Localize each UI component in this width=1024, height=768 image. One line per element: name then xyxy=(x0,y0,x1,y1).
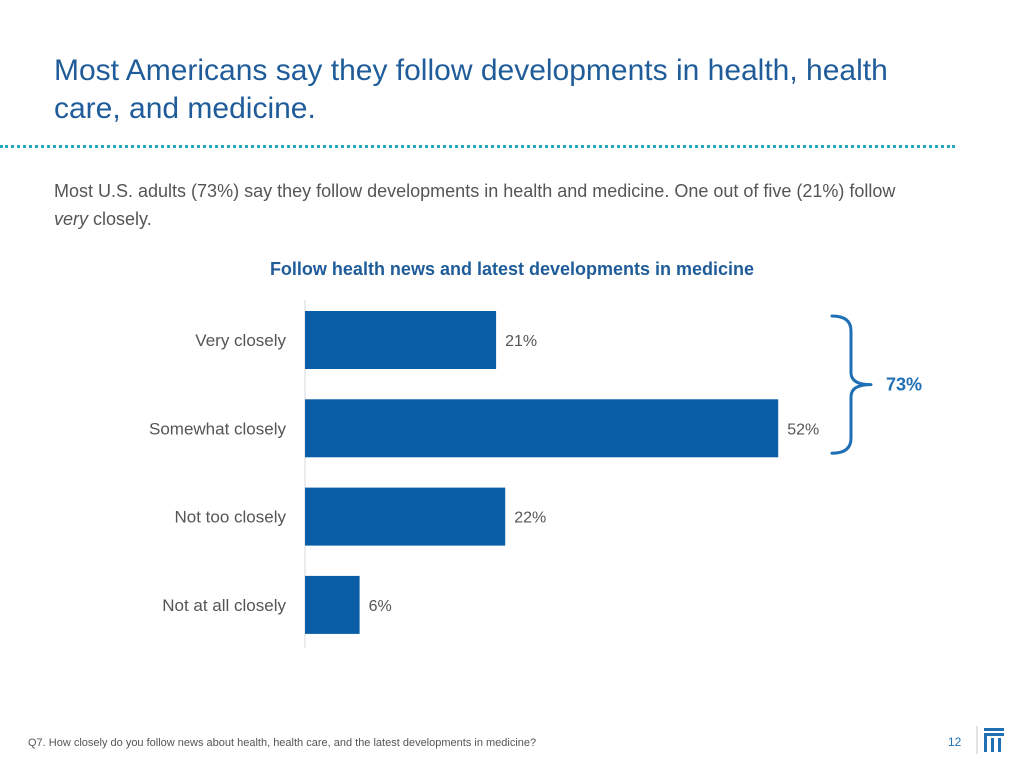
page-number: 12 xyxy=(948,735,962,749)
sum-bracket xyxy=(830,314,873,455)
bar xyxy=(305,487,506,546)
value-label: 6% xyxy=(369,598,392,615)
slide-subtitle: Most U.S. adults (73%) say they follow d… xyxy=(54,177,934,233)
category-label: Not too closely xyxy=(175,508,287,527)
dotted-divider xyxy=(0,145,955,148)
category-label: Not at all closely xyxy=(162,596,286,615)
institution-logo-icon xyxy=(976,726,1004,754)
chart-title: Follow health news and latest developmen… xyxy=(269,259,755,279)
bracket-total-label: 73% xyxy=(886,375,922,395)
subtitle-emphasis: very xyxy=(54,209,89,229)
subtitle-lead: Most U.S. adults (73%) say they follow d… xyxy=(54,181,896,201)
category-label: Somewhat closely xyxy=(149,419,287,438)
value-label: 52% xyxy=(787,421,819,438)
bar xyxy=(305,399,779,458)
subtitle-tail: closely. xyxy=(88,209,152,229)
footnote: Q7. How closely do you follow news about… xyxy=(28,737,537,749)
slide-title: Most Americans say they follow developme… xyxy=(54,54,888,125)
bar xyxy=(305,575,360,634)
value-label: 21% xyxy=(505,333,537,350)
value-label: 22% xyxy=(514,510,546,527)
category-label: Very closely xyxy=(195,331,286,350)
bar xyxy=(305,311,497,369)
